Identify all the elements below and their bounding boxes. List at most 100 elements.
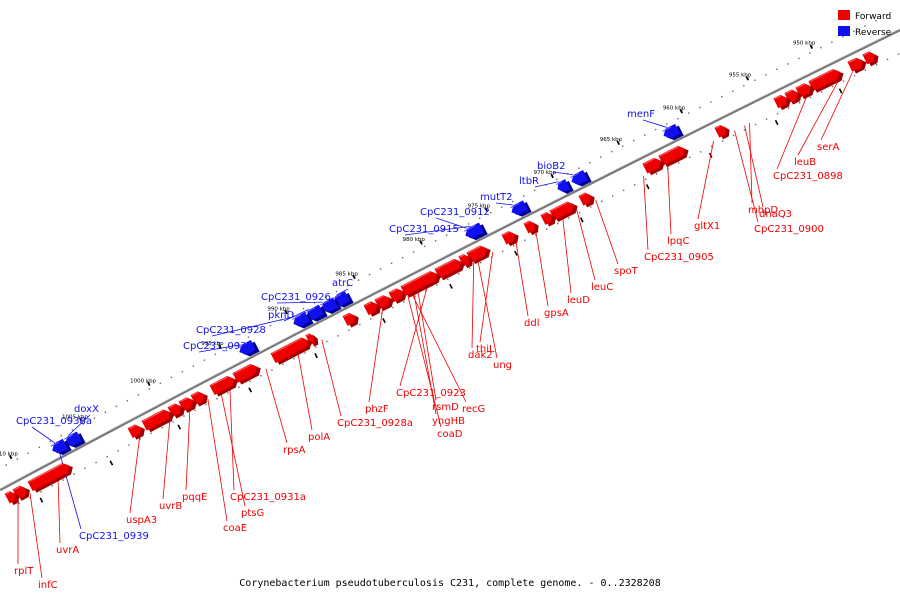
forward-gene-arrow xyxy=(714,124,730,140)
forward-gene-arrow xyxy=(847,57,867,74)
genome-caption: Corynebacterium pseudotuberculosis C231,… xyxy=(239,578,661,589)
forward-gene-arrow xyxy=(305,333,319,347)
legend-reverse-label: Reverse xyxy=(855,28,892,38)
forward-gene-arrow xyxy=(773,94,791,111)
forward-gene-arrow xyxy=(209,376,238,397)
kbp-tick xyxy=(419,240,423,245)
kbp-tick-label: 1005 kbp xyxy=(62,414,88,420)
reverse-gene-label: CpC231_0938a xyxy=(16,416,92,427)
reverse-gene-label: bioB2 xyxy=(537,161,565,172)
forward-gene-arrow xyxy=(27,462,73,493)
forward-gene-label: CpC231_0905 xyxy=(644,252,714,263)
kbp-tick xyxy=(218,344,222,349)
forward-gene-label: spoT xyxy=(614,266,639,277)
kbp-tick xyxy=(8,454,13,460)
forward-gene-label: gpsA xyxy=(544,308,569,319)
forward-gene-label: dak2 xyxy=(468,350,493,361)
reverse-gene-label: CpC231_0939 xyxy=(79,531,149,542)
forward-gene-label: leuB xyxy=(794,157,816,168)
forward-gene-label: CpC231_0898 xyxy=(773,171,843,182)
forward-gene-arrow xyxy=(808,69,844,93)
reverse-gene-label: CpC231_0915 xyxy=(389,224,459,235)
forward-gene-label: ptsG xyxy=(241,508,264,519)
forward-gene-arrow xyxy=(232,364,261,385)
kbp-tick-label: 990 kbp xyxy=(267,307,290,313)
forward-gene-label: CpC231_0931a xyxy=(230,492,306,503)
forward-gene-label: rpsA xyxy=(283,445,306,456)
forward-gene-label: phzF xyxy=(365,404,389,415)
reverse-gene-arrow xyxy=(320,297,342,314)
forward-gene-label: rplT xyxy=(14,566,34,577)
kbp-tick xyxy=(809,44,814,49)
forward-gene-arrow xyxy=(458,253,473,269)
kbp-tick-label: 995 kbp xyxy=(201,341,224,347)
reverse-gene-arrow xyxy=(237,339,260,357)
legend-forward-label: Forward xyxy=(855,12,891,22)
forward-gene-arrow xyxy=(523,220,539,236)
inner-dotted-guide xyxy=(18,53,900,505)
kbp-tick-label: 985 kbp xyxy=(335,271,358,277)
forward-gene-arrow xyxy=(400,271,441,298)
reverse-gene-label: ltbR xyxy=(519,176,539,187)
forward-gene-label: infC xyxy=(38,580,58,591)
forward-gene-label: uvrB xyxy=(159,501,182,512)
reverse-gene-arrow xyxy=(63,431,86,448)
forward-gene-label: leuC xyxy=(591,282,613,293)
forward-gene-arrow xyxy=(363,301,381,317)
forward-gene-arrow xyxy=(127,424,145,440)
forward-gene-arrow xyxy=(4,490,19,506)
forward-gene-label: CpC231_0928a xyxy=(337,418,413,429)
forward-gene-label: mhpD xyxy=(748,205,778,216)
reverse-gene-label: mutT2 xyxy=(480,192,512,203)
legend: Forward Reverse xyxy=(838,10,892,38)
forward-gene-arrow xyxy=(167,403,185,419)
forward-gene-label: leuD xyxy=(567,295,590,306)
kbp-tick xyxy=(284,309,288,315)
reverse-gene-label: CpC231_0930 xyxy=(183,341,253,352)
reverse-gene-arrow xyxy=(464,222,488,241)
kbp-tick xyxy=(79,417,83,422)
forward-gene-label: gltX1 xyxy=(694,221,720,232)
forward-gene-label: yngHB xyxy=(432,416,465,427)
forward-gene-label: dnaQ3 xyxy=(759,209,792,220)
reverse-gene-arrow xyxy=(570,170,592,187)
forward-gene-arrow xyxy=(141,409,174,433)
kbp-tick xyxy=(550,173,554,179)
reverse-gene-arrow xyxy=(662,123,684,141)
forward-gene-arrow xyxy=(578,192,595,208)
forward-gene-label: rsmD xyxy=(432,402,459,413)
reverse-gene-arrow xyxy=(510,200,532,217)
reverse-gene-arrow xyxy=(291,311,314,329)
reverse-gene-label: menF xyxy=(627,109,655,120)
kbp-tick-label: 1010 kbp xyxy=(0,452,18,458)
forward-gene-label: ung xyxy=(493,360,512,371)
forward-gene-label: recG xyxy=(462,404,485,415)
forward-gene-arrow xyxy=(540,212,556,227)
reverse-gene-label: atrC xyxy=(332,278,353,289)
forward-gene-arrow xyxy=(270,337,312,365)
reverse-label-leaders xyxy=(31,119,667,530)
forward-label-leaders xyxy=(17,72,853,579)
kbp-tick xyxy=(352,274,356,280)
kbp-tick-label: 965 kbp xyxy=(600,137,623,143)
forward-gene-arrow xyxy=(642,157,665,176)
forward-gene-arrow xyxy=(388,288,407,304)
kbp-tick-label: 970 kbp xyxy=(534,170,557,176)
forward-gene-arrow xyxy=(549,201,578,223)
forward-gene-label: coaD xyxy=(437,429,463,440)
forward-gene-label: coaE xyxy=(223,523,247,534)
reverse-gene-arrow xyxy=(50,438,72,455)
reverse-gene-labels: menF bioB2 ltbR mutT2 CpC231_0912 CpC231_0915… xyxy=(16,109,655,542)
reverse-gene-label: doxX xyxy=(74,404,99,415)
forward-gene-label: uspA3 xyxy=(126,515,157,526)
forward-gene-label: uvrA xyxy=(56,545,79,556)
forward-gene-arrow xyxy=(658,145,689,168)
forward-gene-arrow xyxy=(342,312,359,328)
forward-gene-label: CpC231_0900 xyxy=(754,224,824,235)
forward-gene-arrow xyxy=(862,51,879,67)
reverse-genes xyxy=(50,123,684,455)
forward-gene-label: CpC231_0923 xyxy=(396,388,466,399)
forward-gene-label: polA xyxy=(308,432,330,443)
kbp-ticks: 950 kbp 955 kbp 960 kbp 965 kbp 970 kbp 975 k… xyxy=(0,41,843,503)
